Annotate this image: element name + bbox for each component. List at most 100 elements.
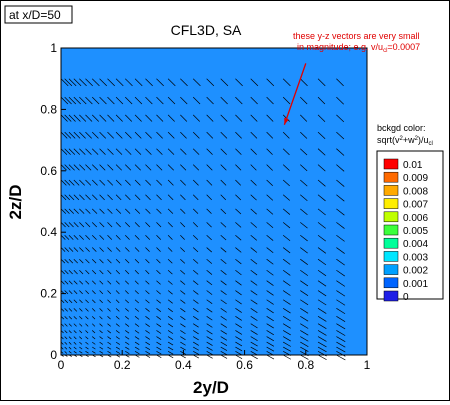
vector-arrow (107, 280, 112, 285)
vector-arrow (317, 222, 326, 229)
vector-arrow (266, 194, 274, 201)
vector-arrow (99, 336, 103, 340)
vector-arrow (336, 234, 345, 242)
vector-arrow (282, 341, 291, 347)
legend-expression: sqrt(v2+w2)/ucl (377, 135, 433, 147)
vector-arrow (156, 235, 162, 240)
legend-swatch (383, 185, 399, 196)
vector-arrow (64, 270, 69, 275)
vector-arrow (300, 290, 309, 296)
vector-arrow (250, 316, 258, 321)
vector-arrow (125, 131, 132, 139)
vector-arrow (73, 258, 78, 264)
vector-arrow (336, 247, 345, 254)
vector-arrow (206, 330, 213, 335)
vector-arrow (206, 354, 213, 359)
vector-arrow (220, 336, 228, 341)
vector-arrow (73, 330, 77, 334)
vector-arrow (115, 280, 120, 285)
vector-arrow (73, 164, 80, 171)
vector-arrow (193, 336, 199, 341)
x-tick-label: 0.2 (114, 358, 131, 372)
vector-arrow (282, 247, 291, 254)
vector-arrow (64, 299, 69, 304)
vector-arrow (180, 78, 188, 87)
vector-arrow (64, 179, 71, 186)
vector-arrow (85, 341, 89, 345)
vector-arrow (73, 114, 81, 122)
vector-arrow (300, 148, 308, 156)
vector-arrow (145, 235, 151, 240)
vector-arrow (115, 270, 121, 275)
vector-arrow (266, 346, 275, 352)
vector-arrow (134, 290, 139, 295)
vector-arrow (115, 341, 120, 345)
vector-arrow (250, 330, 258, 335)
vector-arrow (206, 351, 213, 355)
vector-arrow (107, 258, 112, 264)
vector-arrow (156, 308, 162, 312)
vector-arrow (134, 194, 141, 201)
vector-arrow (336, 114, 345, 123)
vector-arrow (60, 280, 65, 285)
vector-arrow (206, 308, 213, 313)
vector-arrow (180, 290, 186, 295)
vector-arrow (192, 164, 200, 171)
vector-arrow (73, 299, 78, 304)
vector-arrow (317, 354, 327, 360)
vector-arrow (336, 308, 346, 315)
vector-arrow (206, 78, 215, 87)
y-axis-label: 2z/D (6, 185, 25, 220)
vector-arrow (145, 330, 150, 334)
vector-arrow (220, 280, 227, 286)
vector-arrow (125, 258, 130, 264)
vector-arrow (79, 96, 87, 105)
legend-swatch (383, 224, 399, 236)
vector-arrow (125, 235, 130, 240)
vector-arrow (125, 330, 130, 334)
vector-arrow (134, 323, 140, 327)
legend-expr-a: sqrt(v (377, 135, 400, 145)
vector-arrow (180, 222, 186, 228)
vector-arrow (266, 114, 274, 122)
vector-arrow (99, 280, 104, 285)
vector-arrow (68, 114, 76, 122)
vector-arrow (85, 290, 90, 295)
vector-arrow (206, 346, 213, 351)
vector-arrow (250, 222, 257, 228)
color-legend: bckgd color: sqrt(v2+w2)/ucl 0.010.0090.… (376, 123, 444, 303)
location-label: at x/D=50 (9, 8, 61, 22)
vector-arrow (180, 96, 188, 105)
vector-arrow (107, 341, 112, 345)
vector-arrow (336, 148, 345, 156)
vector-arrow (336, 194, 345, 202)
vector-arrow (64, 148, 71, 155)
vector-arrow (192, 323, 199, 328)
vector-arrow (134, 346, 140, 350)
vector-arrow (180, 330, 186, 335)
vector-arrow (60, 78, 69, 87)
vector-arrow (60, 208, 67, 214)
vector-arrow (206, 316, 213, 321)
vector-arrow (107, 299, 111, 304)
vector-arrow (60, 222, 66, 228)
vector-arrow (156, 114, 164, 122)
vector-arrow (282, 269, 291, 276)
vector-arrow (79, 235, 84, 240)
vector-arrow (250, 194, 257, 201)
vector-arrow (336, 316, 346, 322)
vector-arrow (125, 208, 131, 214)
vector-arrow (64, 96, 72, 105)
vector-arrow (220, 290, 227, 296)
vector-arrow (91, 330, 96, 334)
vector-arrow (85, 323, 89, 327)
vector-arrow (134, 164, 141, 171)
vector-arrow (125, 247, 130, 252)
vector-arrow (167, 179, 174, 186)
vector-arrow (60, 299, 65, 304)
vector-arrow (60, 164, 67, 171)
legend-swatch (383, 198, 399, 209)
vector-arrow (300, 280, 309, 287)
chart-title: CFL3D, SA (171, 22, 242, 38)
